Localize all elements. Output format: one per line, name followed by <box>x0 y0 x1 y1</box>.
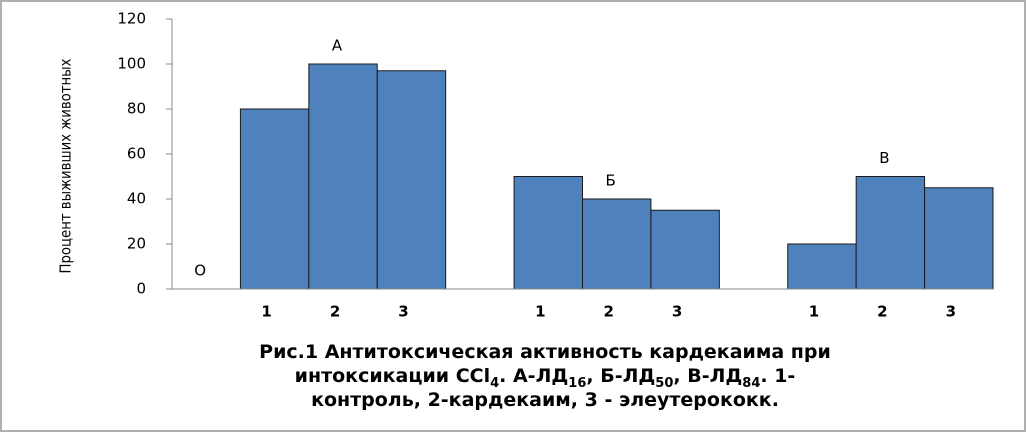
x-tick-label: 2 <box>603 303 613 321</box>
caption-line: контроль, 2-кардекаим, 3 - элеутерококк. <box>311 389 779 411</box>
bar <box>239 108 310 290</box>
caption-segment: . А-ЛД <box>499 365 568 387</box>
caption-line: Рис.1 Антитоксическая активность кардека… <box>259 341 831 363</box>
caption-segment: 50 <box>655 376 673 391</box>
x-tick-label: 3 <box>946 303 956 321</box>
y-axis-label: Процент выживших животных <box>57 58 75 273</box>
x-tick-label: 1 <box>809 303 819 321</box>
x-tick-label: 3 <box>672 303 682 321</box>
y-tick-label: 60 <box>127 145 146 163</box>
x-tick-label: 1 <box>261 303 271 321</box>
caption-segment: Рис.1 Антитоксическая активность кардека… <box>259 341 831 363</box>
caption-segment: , В-ЛД <box>673 365 742 387</box>
y-tick-label: 120 <box>117 10 146 28</box>
annotation: В <box>879 149 889 167</box>
bar <box>513 176 583 290</box>
caption-segment: 84 <box>742 376 760 391</box>
y-tick-label: 20 <box>127 235 146 253</box>
caption-segment: , Б-ЛД <box>586 365 655 387</box>
x-tick-label: 1 <box>535 303 545 321</box>
bar <box>376 70 447 290</box>
caption-segment: интоксикации CCl <box>295 365 490 387</box>
annotation: Б <box>606 172 616 190</box>
y-tick-label: 40 <box>127 190 146 208</box>
bar <box>582 198 652 290</box>
caption-segment: 4 <box>490 376 499 391</box>
y-tick-label: 0 <box>136 280 146 298</box>
x-tick-label: 2 <box>330 303 340 321</box>
caption-line: интоксикации CCl4. А-ЛД16, Б-ЛД50, В-ЛД8… <box>295 365 796 392</box>
bar <box>650 209 720 290</box>
annotation: А <box>332 37 343 55</box>
bar <box>308 63 378 290</box>
x-tick-label: 3 <box>398 303 408 321</box>
bar <box>855 176 926 290</box>
bar <box>924 187 994 290</box>
y-tick-label: 100 <box>117 55 146 73</box>
bar <box>787 243 857 290</box>
caption-segment: . 1- <box>760 365 795 387</box>
caption-segment: 16 <box>568 376 586 391</box>
caption-segment: контроль, 2-кардекаим, 3 - элеутерококк. <box>311 389 779 411</box>
x-tick-label: 2 <box>877 303 887 321</box>
annotation: О <box>194 262 206 280</box>
y-tick-label: 80 <box>127 100 146 118</box>
